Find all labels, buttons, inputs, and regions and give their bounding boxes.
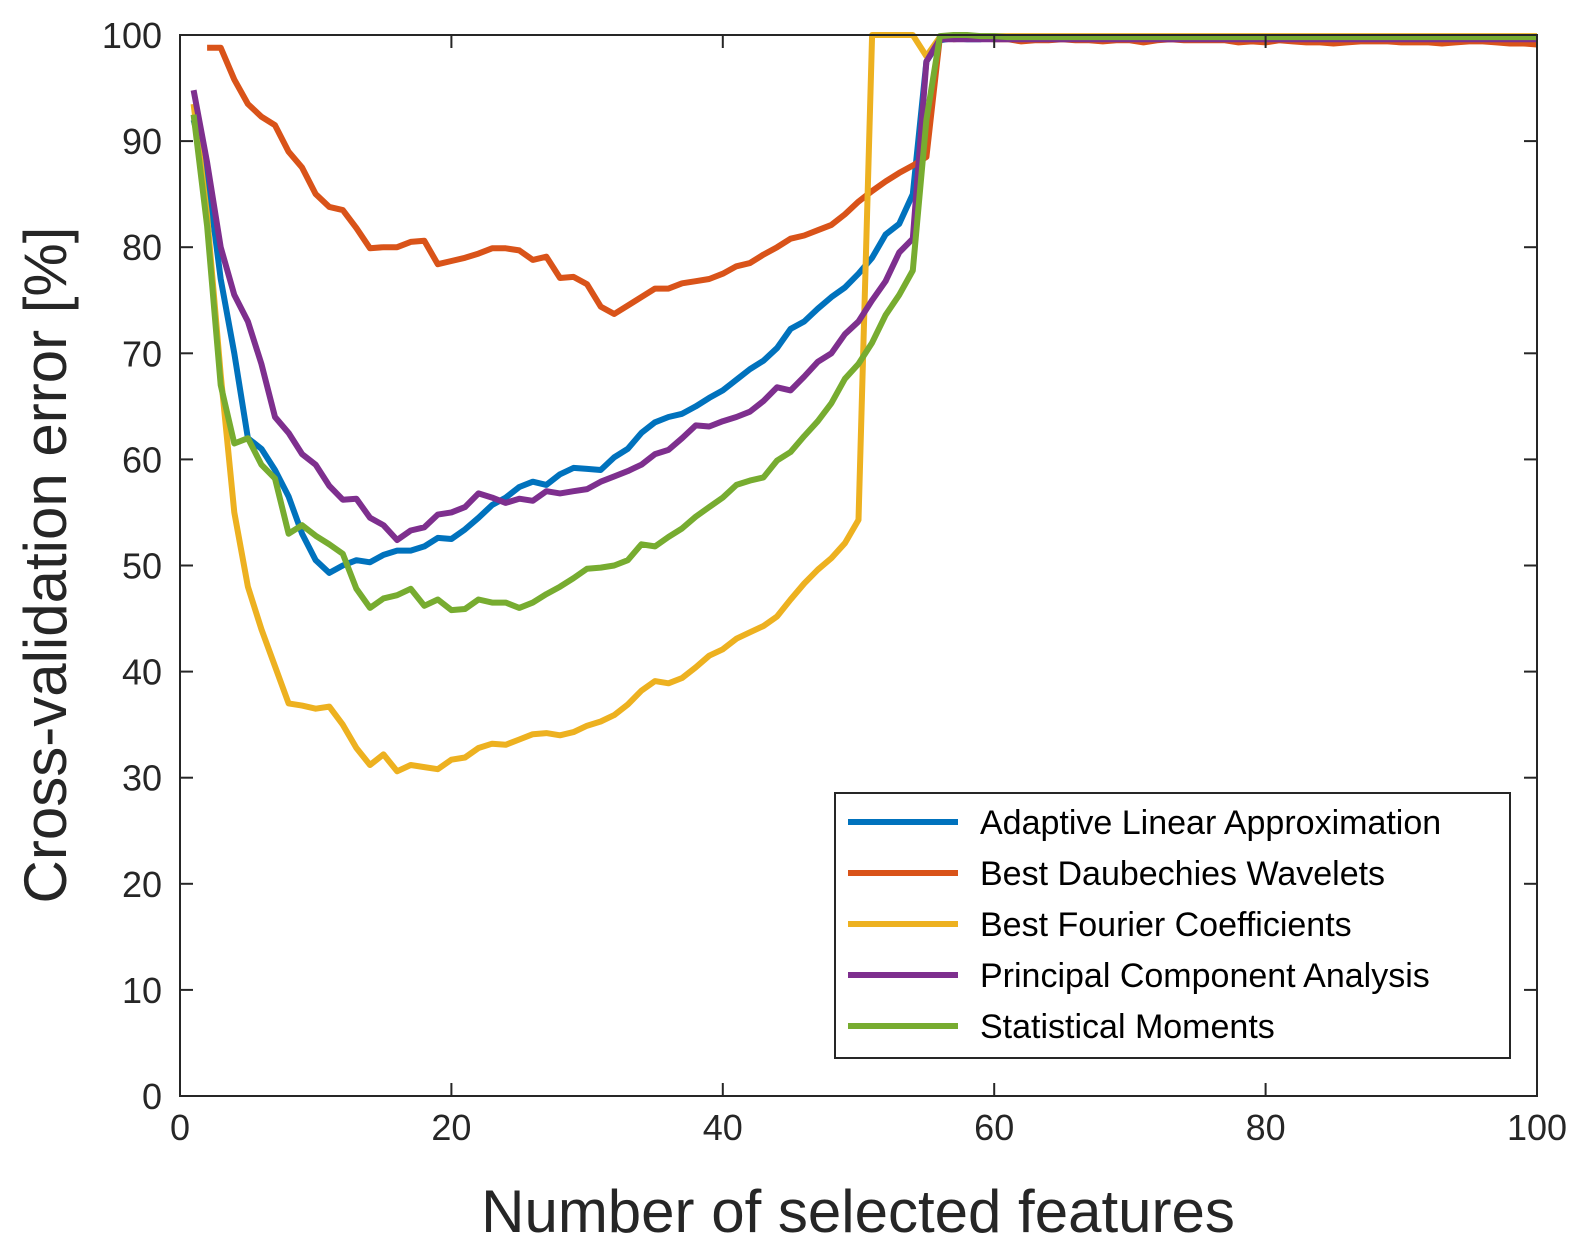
x-tick-label: 20 xyxy=(431,1107,471,1148)
x-axis-ticks: 0 20 40 60 80 100 xyxy=(170,35,1567,1148)
legend-label-4: Principal Component Analysis xyxy=(980,957,1430,995)
legend-label-2: Best Daubechies Wavelets xyxy=(980,855,1385,893)
legend-label-3: Best Fourier Coefficients xyxy=(980,906,1352,944)
series-layer xyxy=(190,32,1538,775)
legend-items: Adaptive Linear Approximation Best Daubec… xyxy=(848,804,1441,1046)
x-tick-label: 40 xyxy=(703,1107,743,1148)
y-tick-label: 10 xyxy=(122,970,162,1011)
x-tick-label: 0 xyxy=(170,1107,190,1148)
y-tick-label: 0 xyxy=(142,1076,162,1117)
x-tick-label: 80 xyxy=(1246,1107,1286,1148)
y-tick-label: 20 xyxy=(122,864,162,905)
x-tick-label: 100 xyxy=(1507,1107,1567,1148)
y-tick-label: 40 xyxy=(122,652,162,693)
legend-label-1: Adaptive Linear Approximation xyxy=(980,804,1441,842)
series-line-2 xyxy=(207,34,1538,317)
legend-label-5: Statistical Moments xyxy=(980,1008,1275,1046)
legend: Adaptive Linear Approximation Best Daubec… xyxy=(834,792,1511,1059)
series-line-3 xyxy=(190,32,1537,775)
y-axis-ticks: 0 10 20 30 40 50 60 70 80 90 100 xyxy=(102,15,1537,1117)
y-tick-label: 30 xyxy=(122,758,162,799)
x-tick-label: 60 xyxy=(974,1107,1014,1148)
y-tick-label: 70 xyxy=(122,333,162,374)
y-tick-label: 80 xyxy=(122,227,162,268)
y-tick-label: 90 xyxy=(122,121,162,162)
y-axis-title: Cross-validation error [%] xyxy=(12,227,79,904)
x-axis-title: Number of selected features xyxy=(481,1178,1235,1245)
y-tick-label: 60 xyxy=(122,439,162,480)
series-line-5 xyxy=(190,32,1537,614)
y-tick-label: 100 xyxy=(102,15,162,56)
y-tick-label: 50 xyxy=(122,546,162,587)
